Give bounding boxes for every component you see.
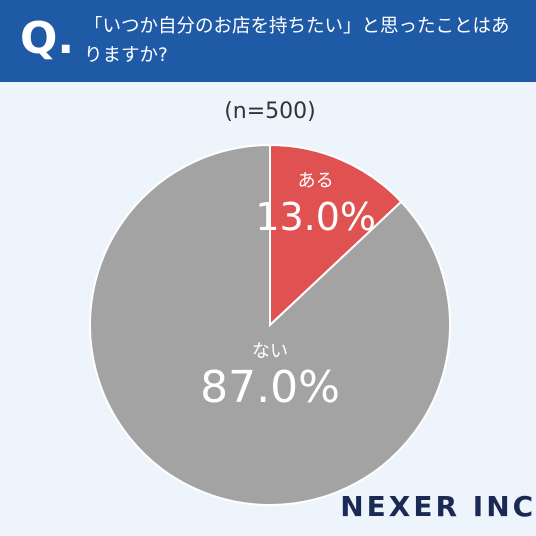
brand: NEXER INC. (340, 490, 536, 523)
pie-slice (269, 143, 403, 328)
pie-slice (89, 143, 451, 506)
chart-subtitle: (n=500) (224, 99, 316, 124)
chart-title: 「いつか自分のお店を持ちたい」と思ったことはありますか? (84, 16, 510, 66)
value-label: 87.0% (200, 362, 340, 413)
category-label: ある (298, 170, 334, 191)
category-label: ない (252, 341, 288, 362)
header: Q. 「いつか自分のお店を持ちたい」と思ったことはありますか? (0, 0, 536, 82)
pie (89, 143, 451, 506)
value-label: 13.0% (255, 195, 376, 239)
question-label: Q. (20, 13, 75, 64)
